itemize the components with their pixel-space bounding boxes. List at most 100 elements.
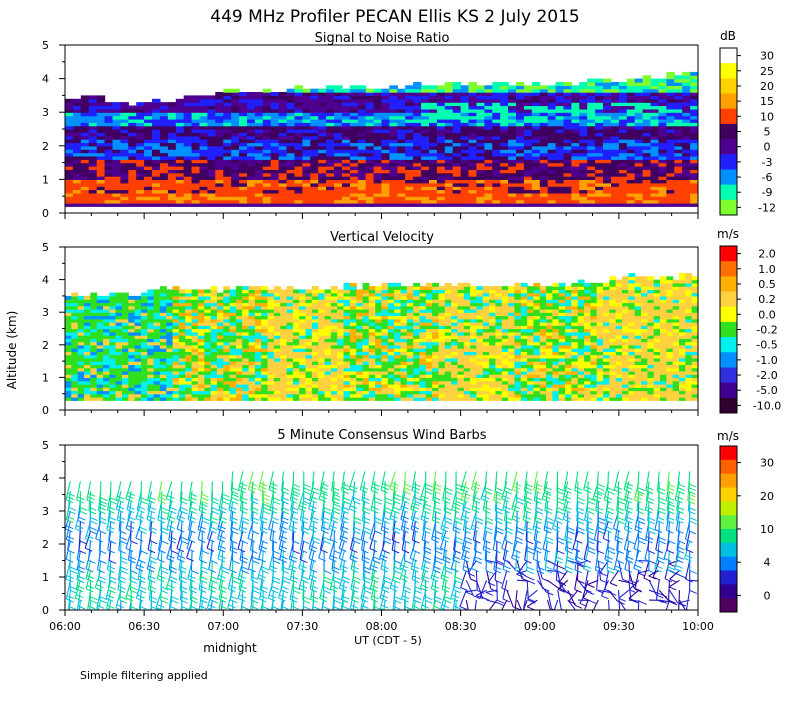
snr-cell xyxy=(357,182,367,187)
snr-cell xyxy=(349,192,359,197)
snr-cell xyxy=(690,78,698,83)
vv-cell xyxy=(77,374,85,378)
snr-cell xyxy=(484,202,493,207)
vv-cell xyxy=(451,380,458,385)
snr-cell xyxy=(539,166,549,170)
snr-cell xyxy=(341,139,351,144)
snr-cell xyxy=(310,102,319,107)
snr-cell xyxy=(254,145,264,150)
snr-cell xyxy=(80,202,90,207)
snr-cell xyxy=(104,108,114,113)
snr-cell xyxy=(247,155,256,160)
vv-cell xyxy=(419,351,427,356)
snr-cell xyxy=(223,176,232,180)
vv-cell xyxy=(204,380,212,385)
snr-cell xyxy=(468,88,477,93)
vv-cell xyxy=(261,364,269,369)
vv-cell xyxy=(413,361,421,365)
snr-cell xyxy=(436,88,446,93)
snr-cell xyxy=(167,135,177,140)
snr-cell xyxy=(80,182,90,187)
snr-cell xyxy=(587,78,596,83)
snr-cell xyxy=(444,92,454,96)
vv-cell xyxy=(368,295,376,300)
vv-cell xyxy=(311,357,319,362)
vv-cell xyxy=(413,289,421,294)
snr-cell xyxy=(80,179,90,184)
vv-cell xyxy=(273,351,281,356)
vv-cell xyxy=(356,397,364,401)
vv-cell xyxy=(451,393,458,398)
vv-cell xyxy=(122,348,129,352)
snr-cell xyxy=(587,92,596,96)
snr-cell xyxy=(444,122,454,127)
vv-cell xyxy=(77,308,85,313)
snr-cell xyxy=(516,112,525,117)
vv-cell xyxy=(368,374,376,378)
snr-cell xyxy=(547,105,557,110)
vv-cell xyxy=(286,364,294,369)
snr-cell xyxy=(500,92,509,96)
snr-cell xyxy=(523,102,533,107)
vv-cell xyxy=(349,351,357,356)
snr-cell xyxy=(144,192,153,197)
snr-cell xyxy=(302,105,311,110)
vv-cell xyxy=(286,367,294,372)
vv-cell xyxy=(235,331,243,336)
vv-cell xyxy=(204,328,212,333)
snr-cell xyxy=(175,108,185,113)
snr-cell xyxy=(183,182,193,187)
snr-cell xyxy=(587,202,596,207)
vv-cell xyxy=(362,322,370,326)
snr-cell xyxy=(634,169,644,174)
snr-cell xyxy=(120,196,129,201)
snr-cell xyxy=(547,182,557,187)
snr-cell xyxy=(239,196,248,201)
vv-cell xyxy=(280,393,288,398)
snr-cell xyxy=(159,132,169,137)
vv-cell xyxy=(103,325,110,330)
snr-cell xyxy=(531,108,541,113)
snr-cell xyxy=(152,102,161,107)
snr-cell xyxy=(508,189,517,194)
vv-cell xyxy=(432,380,439,385)
vv-cell xyxy=(362,286,370,290)
snr-cell xyxy=(642,105,652,110)
snr-cell xyxy=(389,108,398,113)
vv-cell xyxy=(267,374,275,378)
snr-cell xyxy=(357,172,367,177)
snr-cell xyxy=(247,118,256,123)
vv-cell xyxy=(375,357,383,362)
vv-cell xyxy=(204,393,212,398)
snr-cell xyxy=(96,142,106,147)
snr-cell xyxy=(397,172,406,177)
vv-cell xyxy=(286,318,294,323)
snr-cell xyxy=(666,162,675,167)
snr-cell xyxy=(595,202,604,207)
snr-cell xyxy=(136,115,145,120)
vv-cell xyxy=(141,341,148,346)
vv-cell xyxy=(166,335,174,339)
vv-cell xyxy=(166,318,174,323)
vv-cell xyxy=(286,308,294,313)
snr-cell xyxy=(389,132,398,137)
vv-cell xyxy=(159,328,167,333)
snr-cell xyxy=(508,159,517,164)
snr-cell xyxy=(389,145,398,150)
vv-cell xyxy=(197,377,205,382)
snr-cell xyxy=(310,115,319,120)
snr-cell xyxy=(223,189,232,194)
vv-cell xyxy=(438,331,446,336)
vv-cell xyxy=(273,361,281,365)
snr-cell xyxy=(120,179,129,184)
vv-cell xyxy=(280,397,288,401)
snr-cell xyxy=(516,155,525,160)
snr-cell xyxy=(120,132,129,137)
vv-cell xyxy=(229,370,237,375)
vv-cell xyxy=(400,370,408,375)
snr-cell xyxy=(492,122,501,127)
snr-cell xyxy=(310,189,319,194)
snr-cell xyxy=(294,202,303,207)
vv-cell xyxy=(242,370,250,375)
snr-cell xyxy=(144,186,153,191)
